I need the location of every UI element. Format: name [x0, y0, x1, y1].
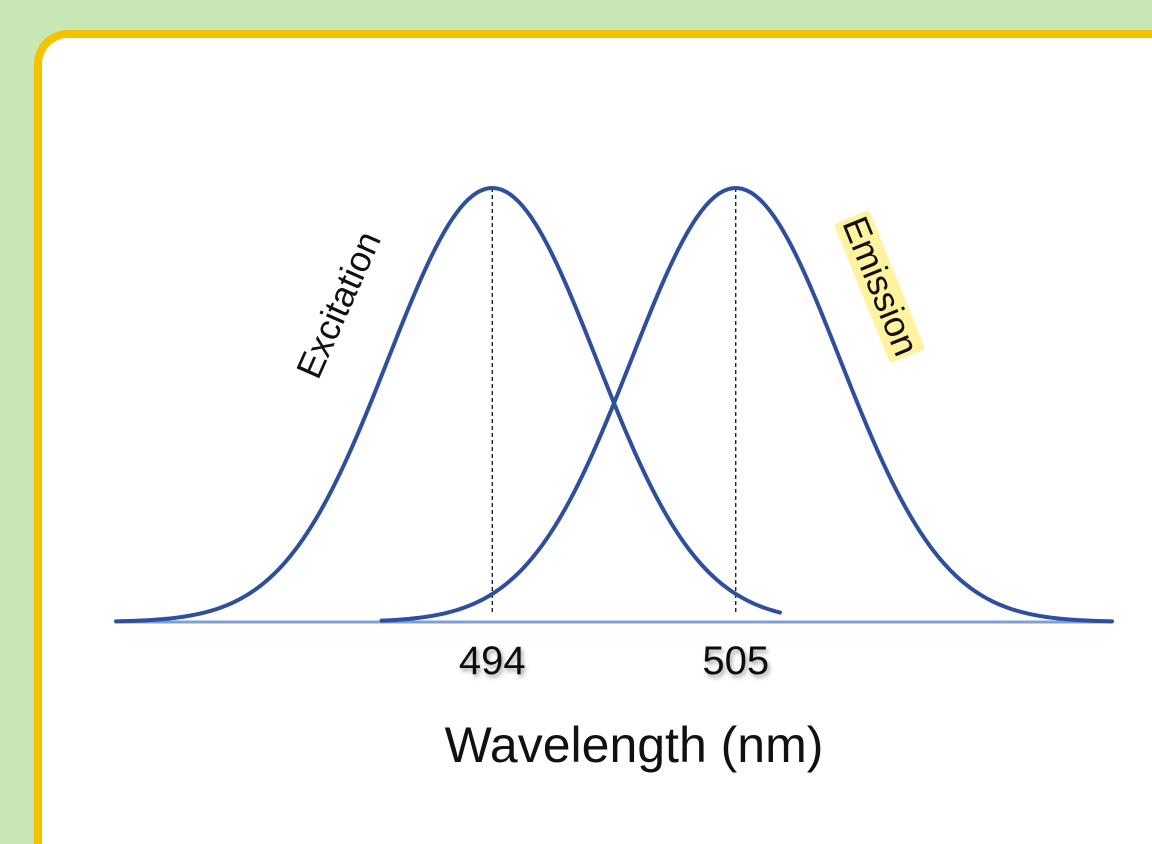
excitation-curve	[114, 186, 782, 624]
emission-label: Emission	[835, 211, 928, 362]
emission-label-highlight	[834, 210, 925, 363]
chart-panel	[34, 30, 1152, 844]
emission-curve	[379, 186, 1114, 624]
x-tick-label-494: 494	[459, 639, 526, 683]
x-axis-title: Wavelength (nm)	[445, 717, 824, 773]
emission-label-group: Emission	[834, 210, 928, 363]
excitation-label: Excitation	[288, 225, 389, 384]
x-tick-label-505: 505	[702, 639, 769, 683]
